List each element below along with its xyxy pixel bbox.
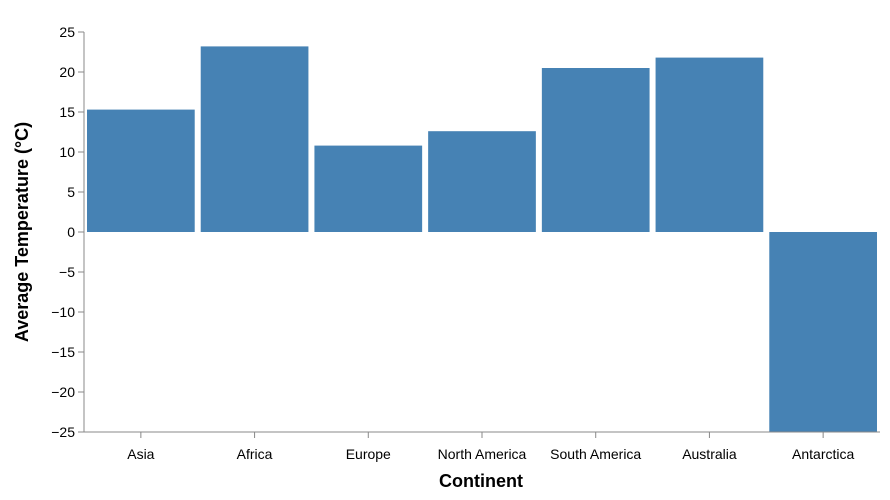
y-axis-title: Average Temperature (°C)	[12, 122, 32, 342]
bars-group	[87, 46, 877, 432]
x-tick-label: Australia	[682, 446, 737, 462]
y-tick-label: 25	[59, 24, 75, 40]
bar-europe	[314, 145, 423, 232]
y-tick-label: −25	[51, 424, 75, 440]
x-tick-label: South America	[550, 446, 641, 462]
x-tick-label: Africa	[237, 446, 273, 462]
y-tick-label: −10	[51, 304, 75, 320]
bars-clip	[87, 46, 877, 432]
bar-antarctica	[769, 232, 877, 432]
x-axis-title: Continent	[439, 471, 523, 491]
bar-africa	[200, 46, 309, 233]
bar-australia	[655, 57, 764, 232]
y-axis: 25 20 15 10 5 0 −5 −10 −15 −20 −25	[51, 24, 85, 440]
y-tick-label: −5	[59, 264, 75, 280]
y-tick-label: 20	[59, 64, 75, 80]
y-tick-label: 0	[67, 224, 75, 240]
bar-asia	[87, 109, 195, 232]
bar-north-america	[428, 131, 536, 232]
x-tick-label: Asia	[127, 446, 154, 462]
x-axis: Asia Africa Europe North America South Ameri…	[84, 431, 880, 462]
y-tick-label: 10	[59, 144, 75, 160]
y-tick-label: −20	[51, 384, 75, 400]
y-tick-label: 5	[67, 184, 75, 200]
y-tick-label: −15	[51, 344, 75, 360]
x-tick-label: Antarctica	[792, 446, 854, 462]
x-tick-label: North America	[438, 446, 527, 462]
y-tick-label: 15	[59, 104, 75, 120]
x-tick-label: Europe	[346, 446, 391, 462]
bar-south-america	[541, 68, 650, 232]
